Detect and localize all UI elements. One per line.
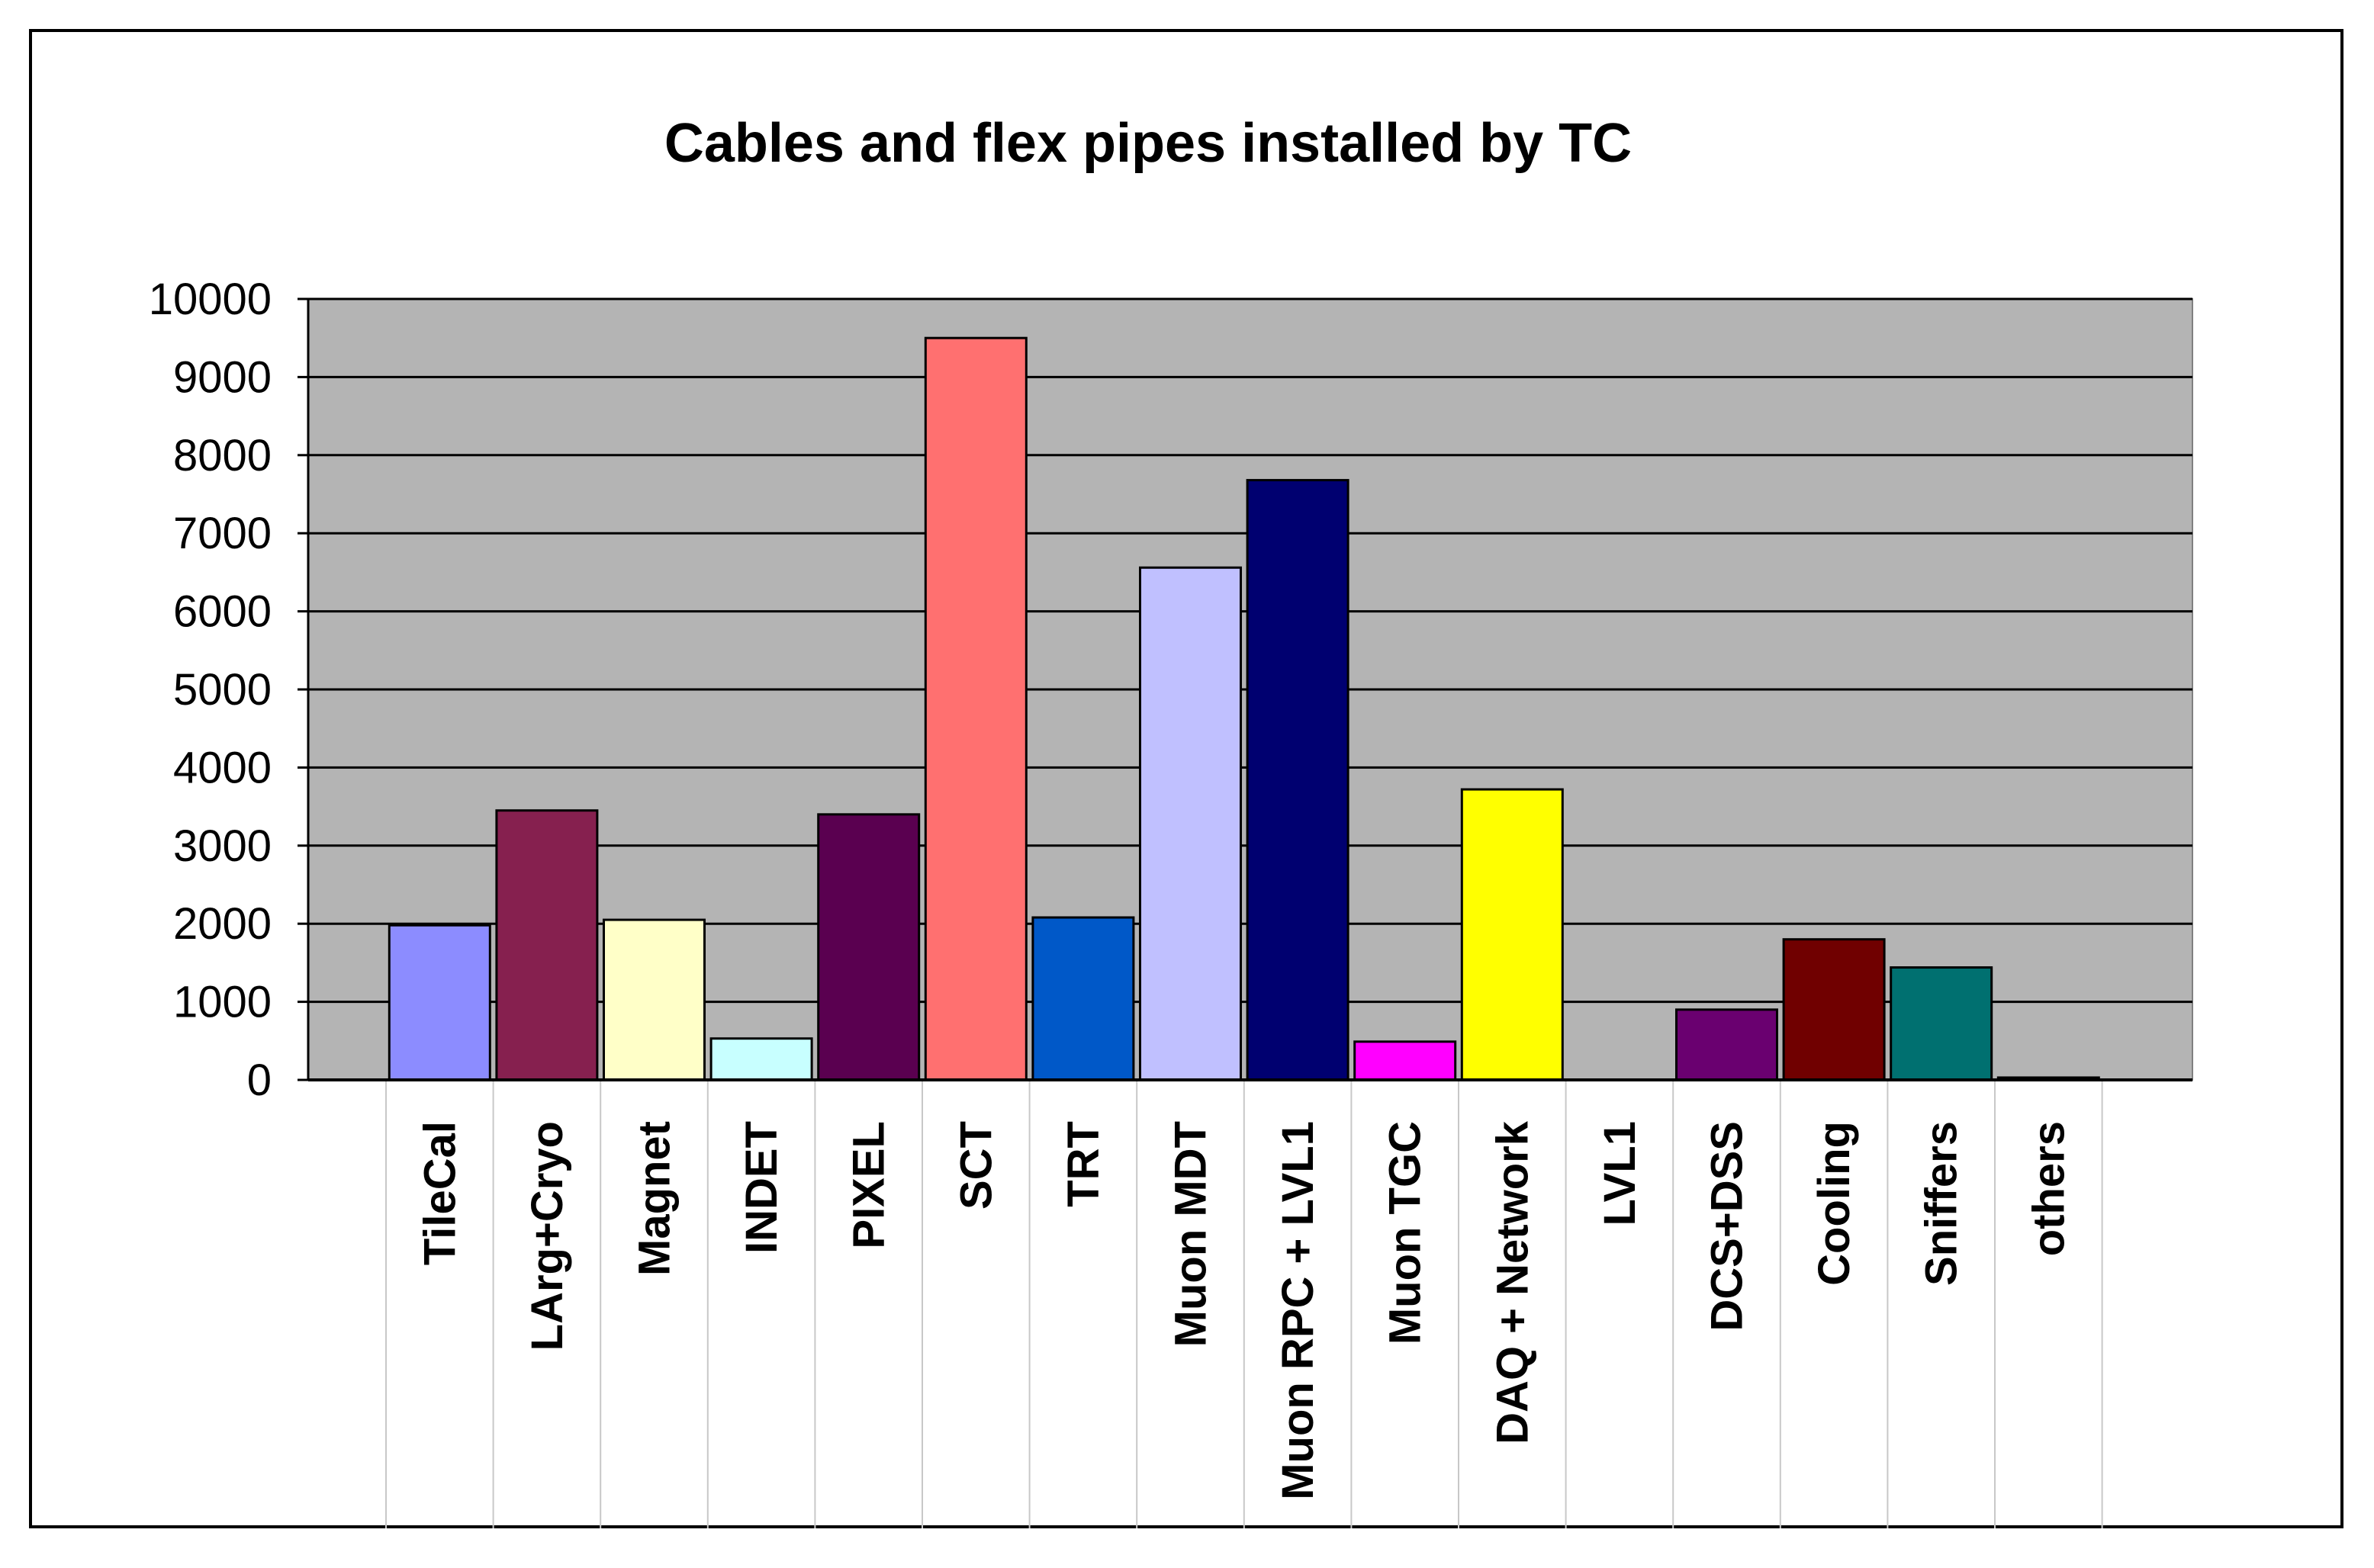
- xtick-label: INDET: [737, 1121, 787, 1254]
- bar: [1460, 788, 1564, 1081]
- xtick-label: Magnet: [630, 1121, 680, 1276]
- bar: [495, 809, 599, 1081]
- bar: [1031, 916, 1135, 1081]
- bar: [1353, 1040, 1457, 1081]
- bar: [924, 336, 1028, 1081]
- ytick-label: 8000: [173, 431, 272, 480]
- bar: [817, 813, 921, 1081]
- xtick-label: TRT: [1059, 1121, 1108, 1207]
- xtick-label: others: [2024, 1121, 2073, 1256]
- ytick-label: 5000: [173, 665, 272, 715]
- xtick-label: Muon RPC + LVL1: [1273, 1121, 1323, 1500]
- chart-title: Cables and flex pipes installed by TC: [664, 113, 1632, 174]
- xtick-label: Muon MDT: [1166, 1121, 1216, 1347]
- plot-area: 0 1000 2000 3000 4000 5000 6000 7000 8000 9000 100…: [149, 275, 2193, 1528]
- bar: [603, 918, 706, 1081]
- bar: [1890, 966, 1993, 1081]
- xtick-label: PIXEL: [844, 1121, 894, 1249]
- bar: [1675, 1008, 1778, 1081]
- bar: [1139, 566, 1242, 1081]
- bar: [1782, 938, 1886, 1081]
- xtick-label: TileCal: [415, 1121, 465, 1265]
- ytick-label: 0: [247, 1056, 272, 1105]
- ytick-label: 6000: [173, 587, 272, 637]
- ytick-label: 3000: [173, 821, 272, 871]
- xtick-label: Sniffers: [1917, 1121, 1967, 1286]
- ytick-label: 1000: [173, 978, 272, 1027]
- bar: [388, 924, 491, 1081]
- bar: [709, 1037, 813, 1081]
- bar: [1246, 479, 1349, 1081]
- xtick-label: LVL1: [1595, 1121, 1645, 1226]
- xtick-label: LArg+Cryo: [523, 1121, 572, 1351]
- xtick-label: DAQ + Network: [1488, 1120, 1537, 1444]
- ytick-label: 4000: [173, 743, 272, 792]
- ytick-label: 7000: [173, 509, 272, 558]
- ytick-label: 10000: [149, 275, 272, 324]
- ytick-label: 2000: [173, 899, 272, 949]
- xtick-label: SCT: [951, 1121, 1001, 1210]
- xtick-label: DCS+DSS: [1703, 1121, 1752, 1332]
- ytick-label: 9000: [173, 352, 272, 402]
- xtick-label: Cooling: [1809, 1121, 1859, 1286]
- xtick-label: Muon TGC: [1381, 1121, 1430, 1345]
